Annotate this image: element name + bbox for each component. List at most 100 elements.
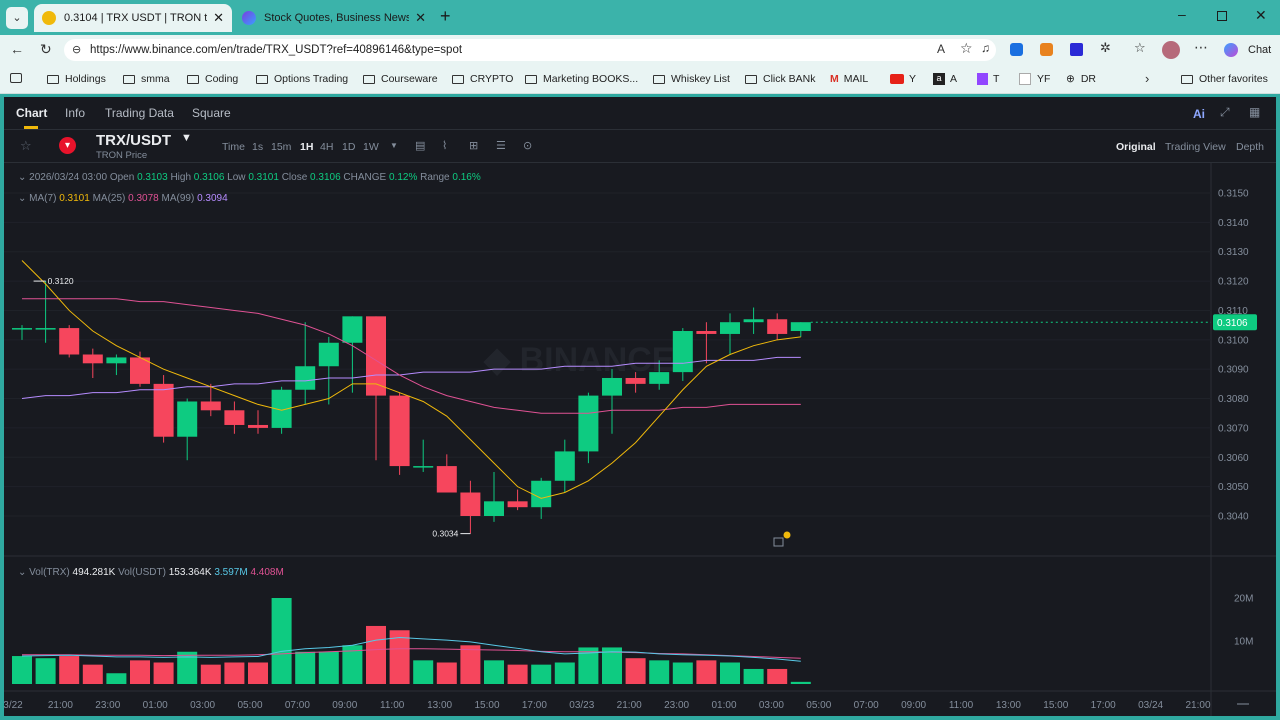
collapse-icon[interactable]: ⌄ (18, 193, 27, 204)
interval-15m[interactable]: 15m (271, 141, 292, 153)
pair-subtitle[interactable]: TRON Price (96, 150, 148, 161)
volume-bar (224, 662, 245, 684)
calendar-icon[interactable]: ▤ (415, 140, 426, 152)
read-aloud-icon[interactable]: A (937, 42, 946, 56)
ai-button[interactable]: Ai (1193, 107, 1205, 121)
interval-more-icon[interactable]: ▼ (390, 141, 398, 150)
change-label: CHANGE (343, 172, 387, 183)
fav-mail[interactable]: M MAIL (830, 73, 869, 85)
price-tick-label: 0.3080 (1218, 394, 1249, 405)
ma99-line (21, 356, 801, 400)
maximize-icon[interactable] (1217, 11, 1227, 21)
favorite-star-icon[interactable]: ☆ (20, 138, 32, 153)
fav-youtube[interactable]: Y (890, 73, 916, 85)
fav-crypto[interactable]: CRYPTO (452, 73, 513, 85)
interval-4h[interactable]: 4H (320, 141, 334, 153)
low-marker-label: 0.3034 (432, 529, 458, 539)
pair-toolbar: ☆ ▾ TRX/USDT ▼ TRON Price Time 1s 15m 1H… (4, 130, 1276, 163)
collapse-icon[interactable]: ⌄ (18, 172, 27, 183)
pair-dropdown-icon[interactable]: ▼ (181, 132, 192, 144)
pair-symbol[interactable]: TRX/USDT (96, 132, 171, 149)
fav-twitch[interactable]: T (977, 73, 999, 85)
tron-favicon-icon (42, 11, 56, 25)
tab-square[interactable]: Square (192, 106, 231, 120)
fav-marketing-books[interactable]: Marketing BOOKS... (525, 73, 638, 85)
time-tick-label: 03/24 (1138, 700, 1163, 711)
volume-bar (696, 660, 717, 684)
time-tick-label: 03:00 (759, 700, 784, 711)
interval-1h[interactable]: 1H (300, 141, 314, 153)
folder-icon (745, 74, 757, 84)
url-field[interactable]: ⊖ https://www.binance.com/en/trade/TRX_U… (64, 39, 996, 61)
site-info-icon[interactable]: ⊖ (72, 44, 82, 56)
fav-coding[interactable]: Coding (187, 73, 238, 85)
compare-icon[interactable]: ⊞ (469, 140, 479, 152)
chart-settings-icon[interactable]: ⊙ (523, 140, 533, 152)
youtube-icon (890, 74, 904, 84)
browser-tab-stock-quotes[interactable]: Stock Quotes, Business News and ✕ (234, 4, 434, 32)
view-depth[interactable]: Depth (1236, 141, 1265, 153)
tab-chart[interactable]: Chart (16, 106, 48, 120)
interval-1s[interactable]: 1s (252, 141, 264, 153)
favorites-menu-icon[interactable] (10, 73, 22, 83)
time-tick-label: 11:00 (949, 700, 974, 711)
puzzle-extensions-icon[interactable]: ✲ (1100, 40, 1111, 55)
open-value: 0.3103 (137, 172, 168, 183)
chat-button[interactable]: Chat (1248, 44, 1272, 56)
tab-actions-button[interactable]: ⌄ (6, 7, 28, 29)
fav-options-trading[interactable]: Options Trading (256, 73, 348, 85)
time-tick-label: 23:00 (664, 700, 689, 711)
candle-body (342, 316, 363, 343)
profile-avatar[interactable] (1162, 41, 1180, 59)
fav-smma[interactable]: smma (123, 73, 170, 85)
minimize-icon[interactable]: – (1178, 6, 1186, 22)
back-icon[interactable]: ← (10, 41, 24, 57)
layout-grid-icon[interactable]: ▦ (1249, 105, 1261, 119)
close-tab-icon[interactable]: ✕ (415, 10, 426, 25)
more-menu-icon[interactable]: ⋯ (1194, 39, 1208, 55)
collapse-icon[interactable]: ⌄ (18, 567, 27, 578)
favorites-icon[interactable]: ☆ (1134, 40, 1146, 55)
tab-info[interactable]: Info (65, 106, 86, 120)
volume-bar (35, 658, 56, 684)
fav-yf[interactable]: YF (1019, 73, 1050, 85)
indicators-icon[interactable]: ⌇ (442, 140, 448, 152)
fav-courseware[interactable]: Courseware (363, 73, 438, 85)
copilot-icon[interactable] (1224, 43, 1238, 57)
open-label: Open (109, 172, 135, 183)
ma-legend: ⌄ MA(7) 0.3101 MA(25) 0.3078 MA(99) 0.30… (18, 193, 228, 204)
browser-tab-binance[interactable]: 0.3104 | TRX USDT | TRON to USD ✕ (34, 4, 232, 32)
refresh-icon[interactable]: ↻ (40, 41, 52, 57)
notification-icon[interactable]: ♫ (981, 41, 990, 55)
favorite-star-icon[interactable]: ☆ (960, 40, 973, 56)
high-marker-label: 0.3120 (48, 276, 74, 286)
view-original[interactable]: Original (1116, 141, 1156, 153)
chevron-right-icon[interactable]: › (1145, 71, 1150, 86)
fav-holdings[interactable]: Holdings (47, 73, 106, 85)
new-tab-button[interactable]: + (440, 6, 451, 26)
close-tab-icon[interactable]: ✕ (213, 10, 224, 25)
interval-1w[interactable]: 1W (363, 141, 379, 153)
view-trading-view[interactable]: Trading View (1165, 141, 1226, 153)
extension-icon[interactable] (1070, 43, 1083, 56)
candlestick-chart[interactable]: 0.3150 0.3140 0.3130 0.3120 0.3110 0.3100 0.30… (4, 163, 1276, 716)
fav-other-favorites[interactable]: Other favorites (1181, 73, 1268, 85)
interval-time[interactable]: Time (222, 141, 245, 153)
fav-click-bank[interactable]: Click BANk (745, 73, 816, 85)
expand-icon[interactable]: ⤢ (1220, 105, 1230, 119)
tab-trading-data[interactable]: Trading Data (105, 106, 174, 120)
volume-bar (342, 645, 363, 684)
time-tick-label: 21:00 (1185, 700, 1210, 711)
settings-sliders-icon[interactable]: ☰ (496, 140, 506, 152)
volume-bar (507, 664, 528, 684)
extension-blue-icon[interactable] (1010, 43, 1023, 56)
volume-bar (743, 668, 764, 684)
fav-whiskey-list[interactable]: Whiskey List (653, 73, 730, 85)
metamask-icon[interactable] (1040, 43, 1053, 56)
volume-bar (248, 662, 268, 684)
folder-icon (123, 74, 135, 84)
interval-1d[interactable]: 1D (342, 141, 356, 153)
fav-dr[interactable]: ⊕ DR (1066, 73, 1096, 85)
close-window-icon[interactable]: ✕ (1255, 7, 1267, 23)
